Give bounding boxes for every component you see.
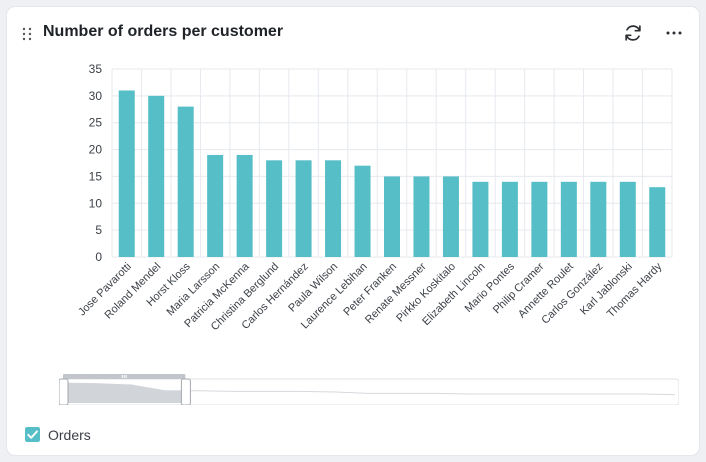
- bar: [118, 90, 135, 257]
- refresh-icon[interactable]: [622, 22, 644, 44]
- bar: [560, 181, 577, 257]
- bar: [442, 176, 459, 257]
- drag-handle-icon[interactable]: [22, 27, 32, 41]
- y-tick-label: 0: [95, 250, 102, 264]
- bar: [354, 165, 371, 257]
- bar: [325, 160, 342, 257]
- zoom-handle-left[interactable]: [59, 378, 69, 405]
- bar: [384, 176, 400, 257]
- zoom-handle-right[interactable]: [180, 378, 191, 405]
- zoom-track: [59, 378, 679, 405]
- y-tick-label: 25: [89, 116, 103, 130]
- legend-label: Orders: [48, 427, 91, 443]
- bar: [236, 154, 253, 257]
- x-tick-label: Thomas Hardy: [605, 260, 665, 320]
- checkbox-checked-icon[interactable]: [25, 427, 40, 442]
- bar: [266, 160, 283, 257]
- bar: [590, 181, 607, 257]
- bar: [501, 181, 518, 257]
- zoom-slider[interactable]: [59, 371, 679, 405]
- bar: [619, 181, 636, 257]
- bar: [472, 181, 489, 257]
- chart-card: Number of orders per customer 0 5 10 15 20 25…: [7, 7, 699, 455]
- bar: [295, 160, 312, 257]
- bar: [148, 95, 165, 257]
- y-tick-label: 5: [95, 223, 102, 237]
- bar: [531, 181, 548, 257]
- bar: [413, 176, 430, 257]
- bar: [207, 154, 224, 257]
- card-header: Number of orders per customer: [7, 7, 699, 59]
- more-horizontal-icon[interactable]: [663, 22, 685, 44]
- bar: [177, 106, 194, 257]
- zoom-selected-area: [63, 383, 186, 403]
- card-title: Number of orders per customer: [43, 23, 284, 40]
- bar: [649, 187, 666, 257]
- y-tick-label: 20: [89, 143, 103, 157]
- y-tick-label: 10: [89, 196, 103, 210]
- y-tick-label: 15: [89, 169, 103, 183]
- y-tick-label: 35: [89, 62, 103, 76]
- zoom-range-grip-icon: [121, 375, 127, 378]
- y-tick-label: 30: [89, 89, 103, 103]
